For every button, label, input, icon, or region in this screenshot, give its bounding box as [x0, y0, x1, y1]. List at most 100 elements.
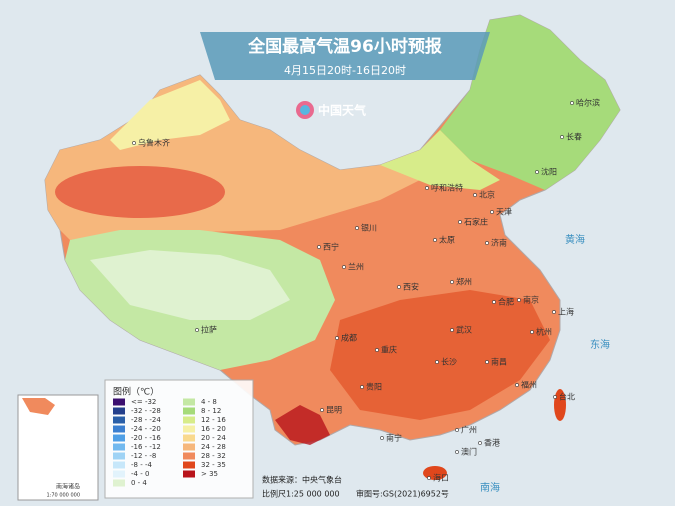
city-label: 昆明 — [326, 406, 342, 415]
basin-hot — [55, 166, 225, 218]
approval: 审图号:GS(2021)6952号 — [356, 489, 449, 499]
legend-swatch — [183, 416, 195, 424]
legend-label: 12 - 16 — [201, 416, 226, 424]
city-label: 济南 — [491, 238, 507, 248]
legend-swatch — [183, 452, 195, 460]
city-dot — [355, 226, 359, 230]
legend-label: <= -32 — [131, 398, 156, 406]
legend-swatch — [113, 461, 125, 469]
city-label: 沈阳 — [541, 167, 557, 177]
city-dot — [473, 193, 477, 197]
city-dot — [132, 141, 136, 145]
legend-swatch — [183, 398, 195, 406]
city-dot — [360, 385, 364, 389]
city-label: 南宁 — [386, 433, 402, 443]
city-dot — [458, 220, 462, 224]
city-label: 呼和浩特 — [431, 183, 463, 193]
title: 全国最高气温96小时预报 — [247, 36, 442, 57]
legend-swatch — [113, 443, 125, 451]
legend-label: > 35 — [201, 470, 218, 478]
city-label: 武汉 — [456, 325, 472, 335]
legend-label: -24 - -20 — [131, 425, 161, 433]
city-dot — [515, 383, 519, 387]
legend-label: -12 - -8 — [131, 452, 156, 460]
title-banner — [200, 32, 490, 80]
sea-label: 黄海 — [565, 233, 585, 246]
city-dot — [195, 328, 199, 332]
city-label: 乌鲁木齐 — [138, 138, 170, 148]
legend-label: -28 - -24 — [131, 416, 161, 424]
north-zone — [380, 130, 500, 190]
city-label: 澳门 — [461, 447, 477, 457]
city-dot — [490, 210, 494, 214]
city-label: 天津 — [496, 207, 512, 217]
legend-swatch — [113, 434, 125, 442]
city-label: 福州 — [521, 381, 537, 390]
legend-label: -32 - -28 — [131, 407, 161, 415]
city-dot — [342, 265, 346, 269]
southwest-hot — [275, 405, 330, 445]
legend-swatch — [183, 434, 195, 442]
city-dot — [375, 348, 379, 352]
city-label: 长春 — [566, 132, 582, 142]
legend-label: 8 - 12 — [201, 407, 221, 415]
city-label: 兰州 — [348, 262, 364, 272]
city-label: 成都 — [341, 333, 357, 343]
legend-label: 32 - 35 — [201, 461, 226, 469]
legend-label: 4 - 8 — [201, 398, 217, 406]
city-dot — [427, 476, 431, 480]
mountain-band — [110, 80, 230, 150]
legend-swatch — [113, 452, 125, 460]
legend-label: 24 - 28 — [201, 443, 226, 451]
inset — [17, 394, 99, 501]
legend — [104, 379, 254, 499]
legend-label: 20 - 24 — [201, 434, 226, 442]
city-label: 长沙 — [441, 357, 457, 367]
city-label: 太原 — [439, 235, 455, 245]
city-dot — [530, 330, 534, 334]
city-label: 西宁 — [323, 242, 339, 252]
city-dot — [478, 441, 482, 445]
city-dot — [492, 300, 496, 304]
city-dot — [425, 186, 429, 190]
city-label: 北京 — [479, 190, 495, 200]
legend-swatch — [183, 407, 195, 415]
city-label: 南昌 — [491, 357, 507, 367]
source: 数据来源：中央气象台 — [262, 475, 342, 485]
city-label: 拉萨 — [201, 325, 217, 335]
legend-label: -4 - 0 — [131, 470, 149, 478]
city-label: 合肥 — [498, 297, 514, 307]
city-dot — [455, 428, 459, 432]
logo-text: 中国天气 — [318, 103, 366, 118]
legend-swatch — [183, 425, 195, 433]
legend-label: -20 - -16 — [131, 434, 161, 442]
city-dot — [485, 360, 489, 364]
legend-label: -16 - -12 — [131, 443, 161, 451]
city-dot — [535, 170, 539, 174]
city-dot — [560, 135, 564, 139]
city-label: 贵阳 — [366, 382, 382, 392]
city-dot — [553, 395, 557, 399]
inset-land — [22, 398, 55, 415]
legend-swatch — [113, 479, 125, 487]
city-dot — [435, 360, 439, 364]
scale: 比例尺1:25 000 000 — [262, 489, 340, 499]
city-dot — [450, 328, 454, 332]
legend-swatch — [113, 425, 125, 433]
city-dot — [320, 408, 324, 412]
inset-scale: 1:70 000 000 — [47, 493, 81, 499]
legend-swatch — [113, 470, 125, 478]
city-dot — [485, 241, 489, 245]
inset-title: 南海诸岛 — [56, 483, 80, 491]
city-label: 西安 — [403, 282, 419, 292]
northeast-zone — [440, 15, 620, 190]
city-label: 上海 — [558, 307, 574, 317]
legend-swatch — [113, 407, 125, 415]
legend-title: 图例（℃） — [113, 386, 159, 398]
sea-label: 东海 — [590, 338, 610, 351]
legend-swatch — [183, 461, 195, 469]
city-label: 广州 — [461, 425, 477, 435]
city-dot — [517, 298, 521, 302]
city-label: 杭州 — [536, 327, 552, 337]
